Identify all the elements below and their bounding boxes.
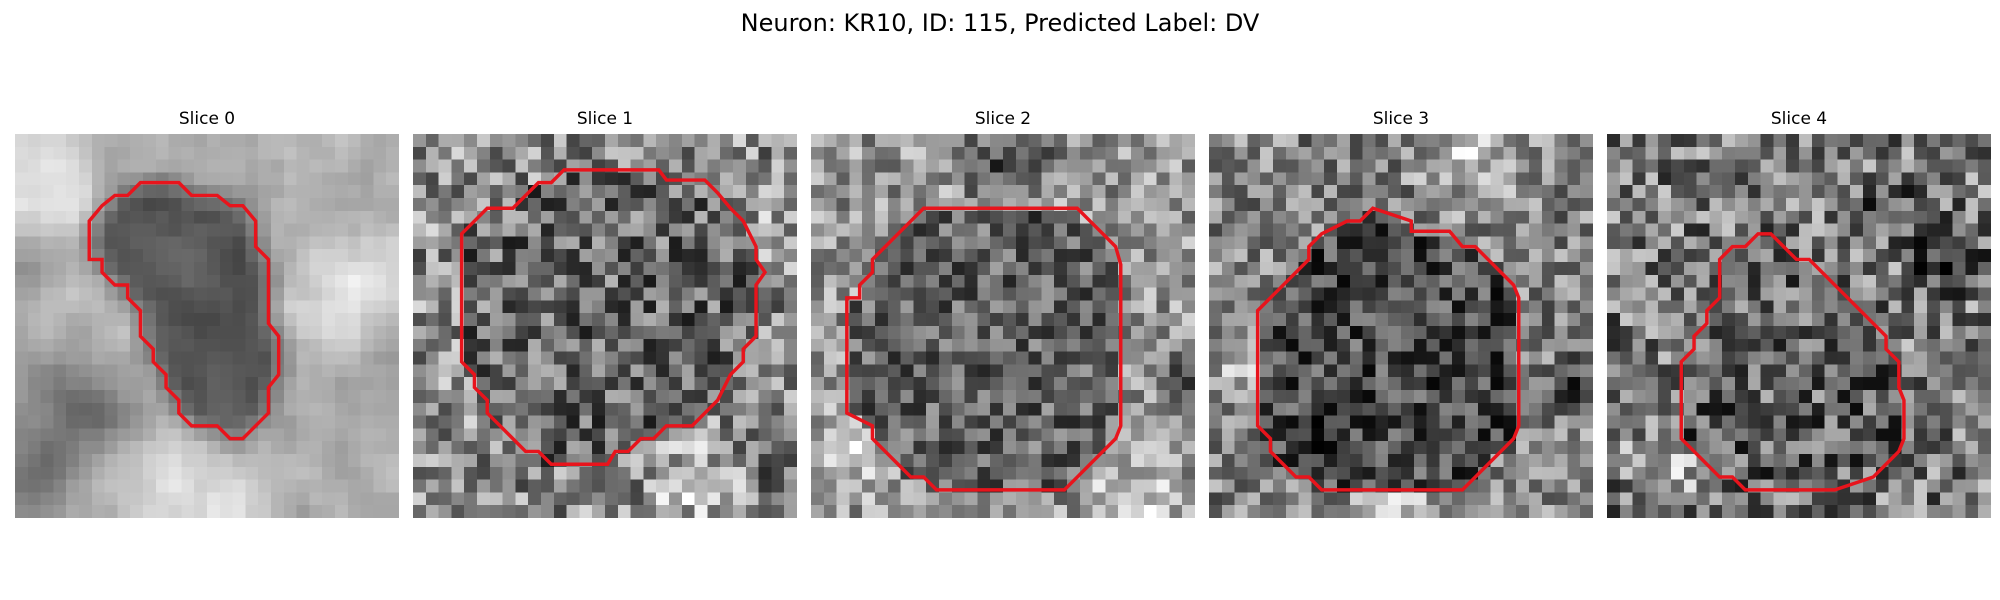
- grayscale-patch: [1607, 134, 1991, 518]
- roi-contour: [845, 206, 1123, 492]
- slice-panel-0: Slice 0: [15, 108, 399, 518]
- slice-title: Slice 3: [1372, 109, 1430, 129]
- slice-panel-3: Slice 3: [1209, 108, 1593, 518]
- contour-outline: [459, 168, 768, 466]
- contour-outline: [845, 206, 1123, 492]
- slice-image: [15, 134, 399, 518]
- slice-panel-4: Slice 4: [1607, 108, 1991, 518]
- grayscale-patch: [15, 134, 399, 518]
- roi-contour: [1679, 232, 1906, 492]
- slice-image: [1209, 134, 1593, 518]
- grayscale-patch: [413, 134, 797, 518]
- contour-outline: [87, 180, 281, 441]
- slice-panel-1: Slice 1: [413, 108, 797, 518]
- roi-contour: [1255, 206, 1521, 492]
- contour-outline: [1255, 206, 1521, 492]
- slice-image: [811, 134, 1195, 518]
- slice-image: [1607, 134, 1991, 518]
- roi-contour: [87, 180, 281, 441]
- roi-contour: [459, 168, 768, 466]
- slice-title: Slice 1: [576, 109, 634, 129]
- slice-image: [413, 134, 797, 518]
- grayscale-patch: [811, 134, 1195, 518]
- contour-outline: [1679, 232, 1906, 492]
- slice-title: Slice 0: [178, 109, 236, 129]
- figure-title: Neuron: KR10, ID: 115, Predicted Label: …: [740, 9, 1260, 37]
- slice-title: Slice 2: [974, 109, 1032, 129]
- slice-panel-2: Slice 2: [811, 108, 1195, 518]
- slice-title: Slice 4: [1770, 109, 1828, 129]
